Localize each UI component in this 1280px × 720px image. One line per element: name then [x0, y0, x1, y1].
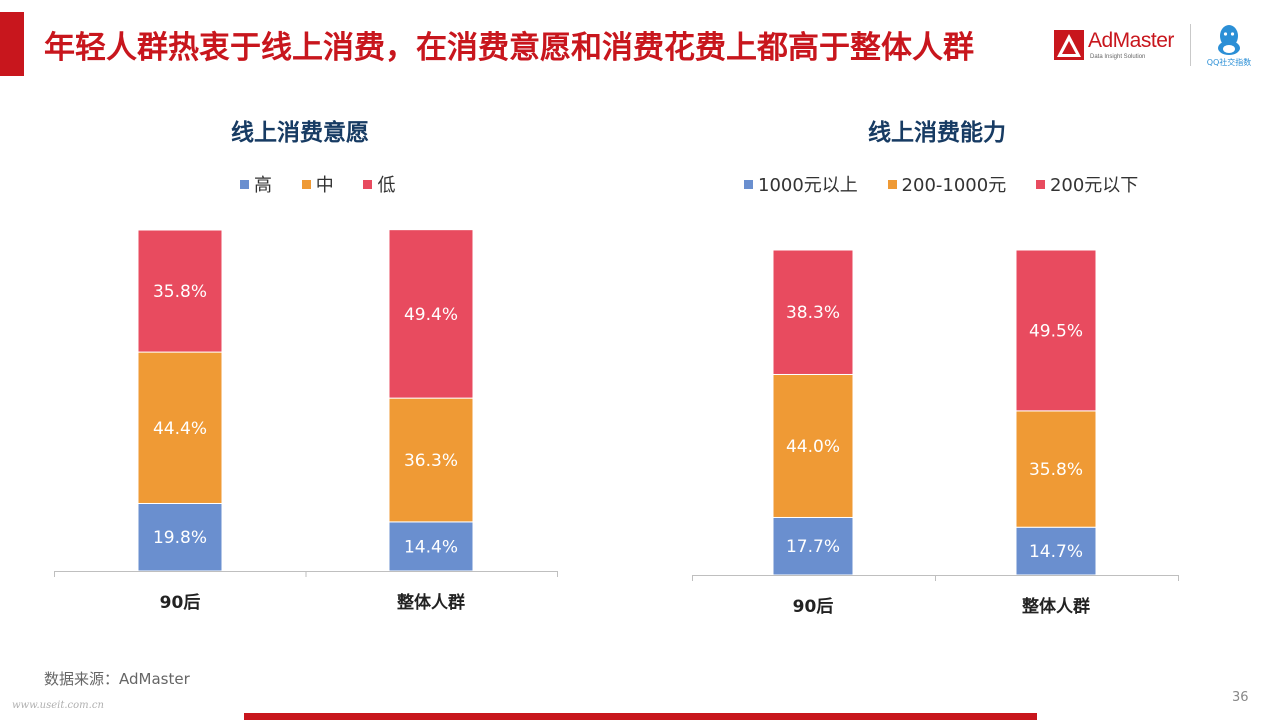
brand-name: AdMaster	[1088, 29, 1174, 52]
bar-segment	[137, 502, 223, 572]
qq-logo: QQ社交指数	[1204, 24, 1254, 70]
legend-willingness: 高 中 低	[240, 171, 395, 197]
legend-label: 中	[315, 175, 334, 196]
logo-divider	[1190, 24, 1191, 66]
admaster-logo: AdMaster Data Insight Solution	[1054, 28, 1180, 68]
bar-segment	[1015, 410, 1097, 528]
data-label: 49.4%	[404, 305, 458, 325]
qq-penguin-icon	[1218, 25, 1240, 55]
legend-swatch	[363, 179, 373, 189]
legend-label: 200元以下	[1049, 175, 1139, 196]
bar-segment	[388, 229, 474, 399]
data-label: 19.8%	[153, 528, 207, 548]
legend-swatch	[1035, 179, 1045, 189]
data-label: 14.4%	[404, 537, 458, 557]
data-label: 35.8%	[153, 282, 207, 302]
category-label: 整体人群	[1022, 596, 1090, 617]
legend-swatch	[744, 179, 753, 189]
data-source: 数据来源：AdMaster	[44, 670, 190, 688]
data-label: 36.3%	[404, 451, 458, 471]
data-label: 17.7%	[786, 537, 840, 557]
chart-title-willingness: 线上消费意愿	[231, 120, 369, 146]
category-label: 整体人群	[397, 592, 465, 613]
data-label: 38.3%	[786, 303, 840, 323]
legend-label: 低	[377, 175, 396, 196]
data-label: 44.0%	[786, 437, 840, 457]
legend-label: 1000元以上	[758, 175, 858, 196]
data-label: 49.5%	[1029, 321, 1083, 341]
title-accent-bar	[0, 12, 24, 76]
legend-swatch	[301, 179, 311, 189]
slide-title: 年轻人群热衷于线上消费，在消费意愿和消费花费上都高于整体人群	[44, 30, 974, 66]
category-label: 90后	[160, 593, 201, 613]
data-label: 35.8%	[1029, 460, 1083, 480]
bar-segment	[388, 397, 474, 523]
bar-segment	[137, 351, 223, 504]
bar-segment	[388, 521, 474, 572]
legend-label: 高	[254, 175, 272, 196]
legend-ability: 1000元以上 200-1000元 200元以下	[744, 171, 1138, 197]
bar-segment	[772, 249, 854, 375]
bar-segment	[1015, 249, 1097, 412]
brand-tagline: Data Insight Solution	[1090, 54, 1146, 60]
data-label: 44.4%	[153, 419, 207, 439]
watermark: www.useit.com.cn	[12, 700, 104, 711]
legend-item-low: 低	[363, 171, 395, 197]
legend-item-mid: 中	[301, 171, 334, 197]
legend-label: 200-1000元	[901, 175, 1007, 196]
bar-segment	[137, 229, 223, 353]
legend-item-200-1000: 200-1000元	[887, 171, 1007, 197]
data-label: 14.7%	[1029, 542, 1083, 562]
bar-segment	[772, 516, 854, 576]
bar-segment	[1015, 526, 1097, 576]
admaster-mark-icon	[1054, 30, 1084, 60]
legend-item-above-1000: 1000元以上	[744, 171, 858, 197]
qq-label: QQ社交指数	[1206, 58, 1252, 67]
legend-swatch	[887, 179, 897, 189]
chart-title-ability: 线上消费能力	[868, 120, 1006, 146]
page-number: 36	[1232, 690, 1249, 705]
category-label: 90后	[793, 597, 834, 617]
legend-item-high: 高	[240, 171, 272, 197]
bottom-accent-bar	[244, 713, 1037, 720]
legend-swatch	[240, 179, 249, 189]
bar-segment	[772, 373, 854, 518]
legend-item-below-200: 200元以下	[1035, 171, 1139, 197]
